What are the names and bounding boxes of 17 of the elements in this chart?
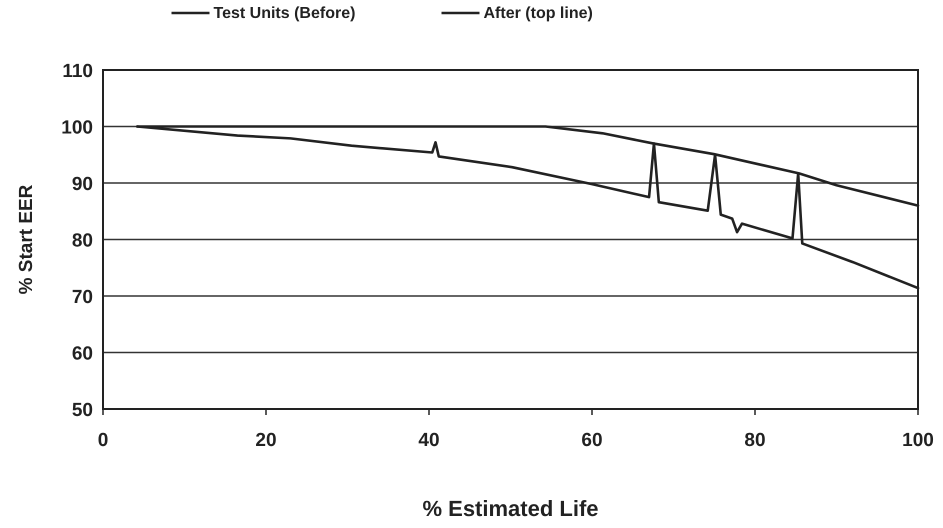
x-tick-label: 80 xyxy=(744,430,766,451)
x-tick-label: 0 xyxy=(98,430,108,451)
y-tick-label: 110 xyxy=(62,61,93,82)
y-tick-label: 100 xyxy=(61,118,93,138)
legend-label: After (top line) xyxy=(484,5,593,22)
x-tick-label: 40 xyxy=(418,430,440,451)
y-tick-label: 80 xyxy=(72,230,93,252)
y-tick-label: 60 xyxy=(72,344,93,364)
x-axis-title: % Estimated Life xyxy=(422,496,599,521)
y-tick-label: 90 xyxy=(72,174,93,195)
y-tick-label: 50 xyxy=(72,400,93,421)
legend-label: Test Units (Before) xyxy=(214,5,356,22)
x-tick-label: 20 xyxy=(255,430,277,451)
x-tick-label: 60 xyxy=(581,430,603,451)
y-axis-title: % Start EER xyxy=(16,184,37,294)
x-tick-label: 100 xyxy=(902,430,934,451)
y-tick-label: 70 xyxy=(72,287,93,308)
